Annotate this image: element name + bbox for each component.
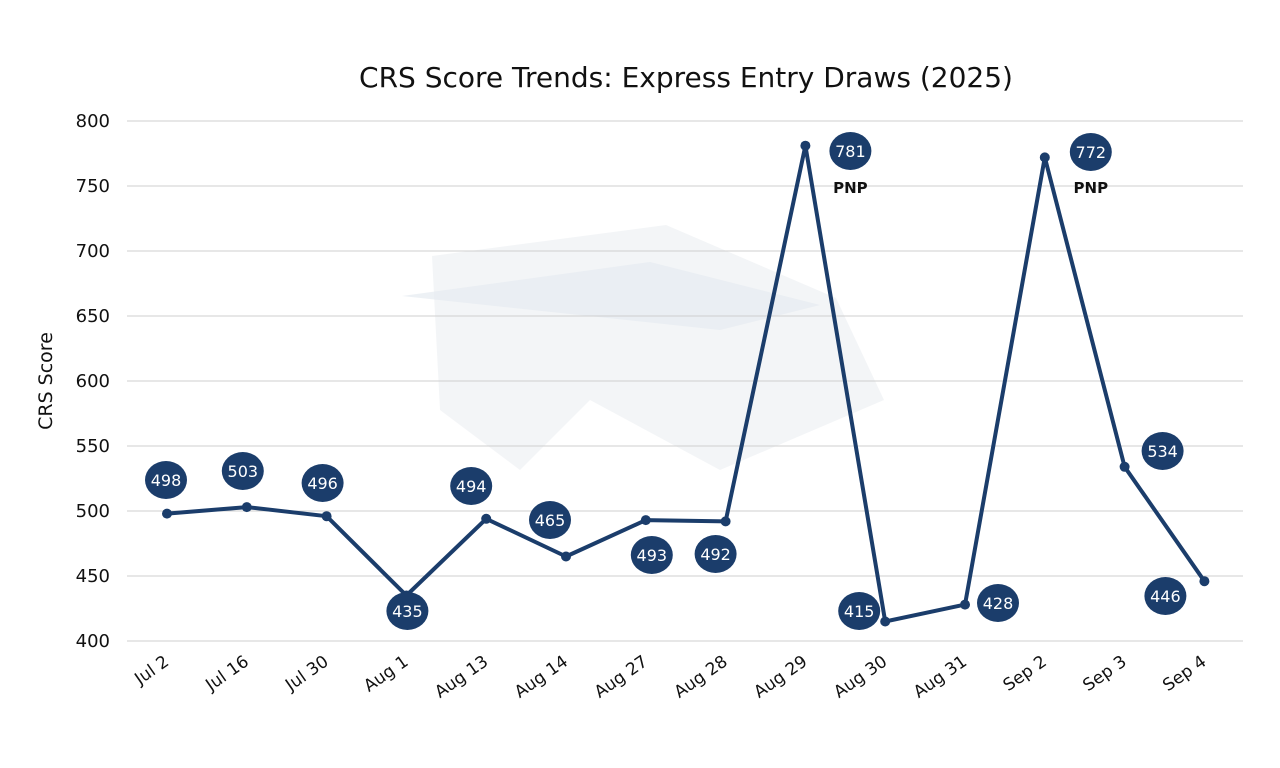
x-tick-label: Sep 2: [1000, 652, 1051, 696]
data-point: [960, 599, 970, 610]
data-label-bubble: [1144, 577, 1187, 615]
series-line: [165, 143, 1207, 624]
chart-title: CRS Score Trends: Express Entry Draws (2…: [359, 61, 1013, 94]
y-tick-label: 700: [76, 241, 110, 262]
data-label-bubble: [1141, 432, 1184, 470]
data-label-bubble: [838, 592, 881, 630]
x-tick-label: Sep 4: [1159, 652, 1210, 696]
data-label: 493: [637, 546, 668, 565]
x-tick-label: Sep 3: [1079, 652, 1130, 696]
data-label-bubble: [1069, 133, 1112, 171]
data-point: [241, 502, 252, 513]
data-point: [720, 516, 731, 527]
data-label-bubble: [301, 464, 344, 502]
x-tick-label: Aug 29: [750, 652, 811, 703]
x-tick-label: Aug 28: [671, 652, 732, 703]
x-tick-label: Aug 14: [511, 652, 572, 703]
data-point: [1119, 461, 1130, 472]
x-axis: Jul 2 Jul 16 Jul 30 Aug 1 Aug 13 Aug 14 Aug 27…: [130, 652, 1210, 703]
data-label-bubble: [977, 584, 1019, 622]
x-tick-label: Aug 27: [591, 652, 652, 703]
data-point: [800, 140, 811, 151]
data-point: [880, 616, 891, 627]
data-label: 435: [392, 602, 423, 621]
data-label-bubble: [221, 452, 264, 490]
data-label-bubble: [386, 592, 429, 630]
data-label-bubble: [694, 535, 737, 573]
x-tick-label: Jul 16: [201, 652, 252, 696]
data-label: 772: [1076, 143, 1107, 162]
y-tick-label: 750: [76, 176, 110, 197]
data-label: 503: [228, 462, 259, 481]
x-tick-label: Aug 31: [910, 652, 971, 703]
data-label-bubble: [829, 132, 872, 170]
data-label: 492: [700, 545, 731, 564]
y-tick-label: 500: [76, 501, 110, 522]
data-point: [1199, 576, 1210, 587]
x-tick-label: Aug 30: [830, 652, 891, 703]
y-axis: 400 450 500 550 600 650 700 750 800: [76, 111, 110, 652]
y-tick-label: 800: [76, 111, 110, 132]
y-tick-label: 400: [76, 631, 110, 652]
data-label-bubble: [529, 501, 571, 539]
data-point: [481, 513, 492, 524]
y-tick-label: 600: [76, 371, 110, 392]
data-label-bubble: [145, 461, 187, 499]
data-label: 534: [1147, 442, 1178, 461]
x-tick-label: Aug 1: [360, 652, 412, 697]
data-label: 415: [844, 602, 875, 621]
data-label: 498: [151, 471, 182, 490]
data-point: [162, 508, 172, 519]
x-tick-label: Jul 30: [281, 652, 332, 696]
data-point: [321, 511, 332, 522]
y-tick-label: 550: [76, 436, 110, 457]
data-label: 496: [307, 474, 338, 493]
data-point: [1039, 152, 1050, 163]
data-label: 465: [535, 511, 566, 530]
x-tick-label: Aug 13: [431, 652, 492, 703]
annotation-label: PNP: [833, 179, 868, 197]
data-label: 494: [456, 477, 487, 496]
annotation-label: PNP: [1074, 179, 1109, 197]
y-tick-label: 450: [76, 566, 110, 587]
data-label: 446: [1150, 587, 1181, 606]
data-label-bubble: [630, 536, 673, 574]
y-tick-label: 650: [76, 306, 110, 327]
watermark: [402, 225, 884, 470]
y-axis-label: CRS Score: [35, 332, 57, 430]
gridlines: [127, 120, 1243, 642]
watermark-logo: [432, 225, 884, 470]
data-label: 781: [835, 142, 866, 161]
data-point: [640, 515, 651, 526]
data-labels: 498 503 496 435 494 465 493 492 781 415 428 772 534 4…: [145, 132, 1187, 630]
watermark-logo-wing: [402, 262, 820, 330]
data-label-bubble: [450, 467, 493, 505]
x-tick-label: Jul 2: [130, 652, 172, 690]
data-label: 428: [983, 594, 1014, 613]
series-layer: [162, 140, 1210, 627]
data-point: [561, 551, 571, 562]
